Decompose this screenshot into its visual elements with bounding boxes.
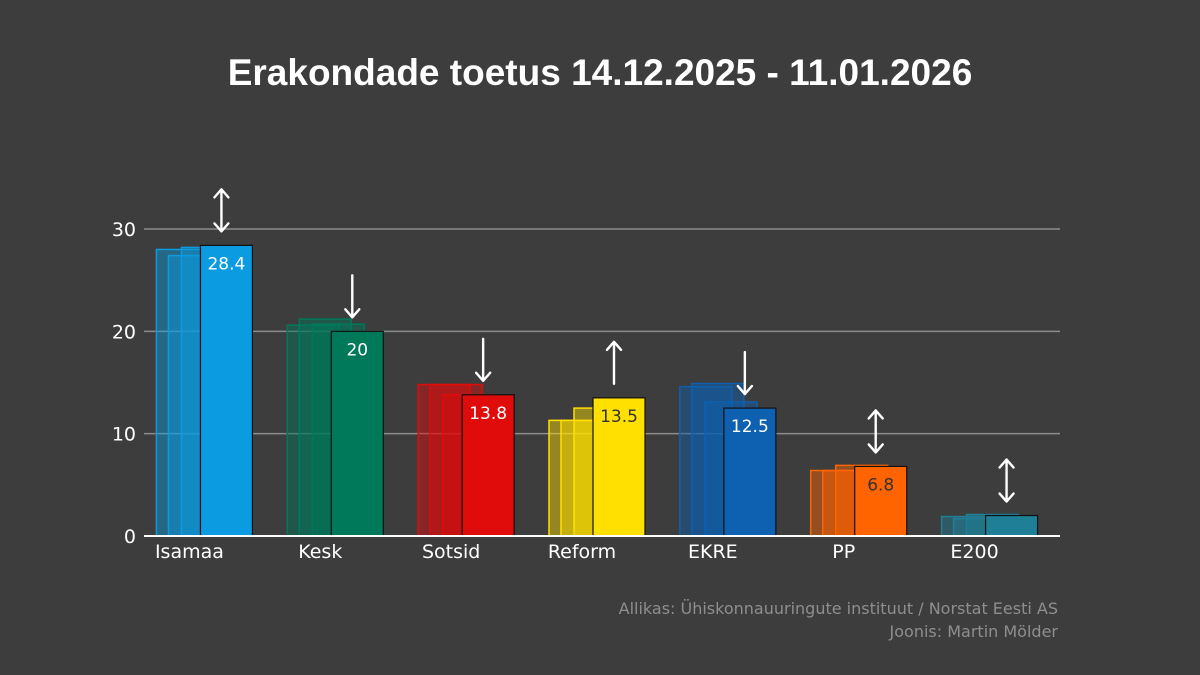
x-tick-label: EKRE	[688, 541, 738, 563]
current-bar	[592, 397, 646, 537]
x-tick-label: PP	[832, 541, 855, 563]
x-tick-label: Isamaa	[155, 541, 224, 563]
trend-stable-arrow-icon	[867, 409, 884, 454]
previous-bar	[548, 419, 602, 537]
y-tick-label: 20	[112, 321, 136, 343]
trend-down-arrow-icon	[474, 337, 492, 382]
trend-stable-arrow-icon	[998, 458, 1015, 503]
x-tick-label: Kesk	[298, 541, 342, 563]
current-bar	[723, 407, 777, 537]
trend-up-arrow-icon	[605, 340, 623, 386]
current-bar	[461, 394, 515, 537]
data-label: 13.5	[600, 407, 638, 427]
data-label: 28.4	[207, 254, 245, 274]
data-label: 13.8	[469, 404, 507, 424]
trend-down-arrow-icon	[736, 350, 754, 396]
y-tick-label: 0	[124, 526, 136, 548]
y-tick-label: 30	[112, 219, 136, 241]
data-label: 6.8	[867, 475, 894, 495]
current-bar	[199, 244, 254, 537]
data-label: 12.5	[731, 417, 769, 437]
current-bar	[984, 514, 1039, 537]
y-tick-label: 10	[112, 424, 136, 446]
x-tick-label: E200	[950, 541, 998, 563]
previous-bar	[286, 324, 341, 537]
x-tick-label: Reform	[548, 541, 616, 563]
source-note: Allikas: Ühiskonnauuringute instituut / …	[618, 599, 1058, 618]
trend-down-arrow-icon	[344, 274, 361, 319]
current-bar	[330, 330, 384, 537]
current-bar	[854, 465, 908, 537]
x-tick-label: Sotsid	[422, 541, 480, 563]
credit-note: Joonis: Martin Mölder	[889, 622, 1058, 641]
previous-bar	[417, 383, 471, 537]
trend-stable-arrow-icon	[213, 188, 230, 233]
chart-title: Erakondade toetus 14.12.2025 - 11.01.202…	[227, 52, 973, 93]
data-label: 20	[346, 340, 368, 360]
